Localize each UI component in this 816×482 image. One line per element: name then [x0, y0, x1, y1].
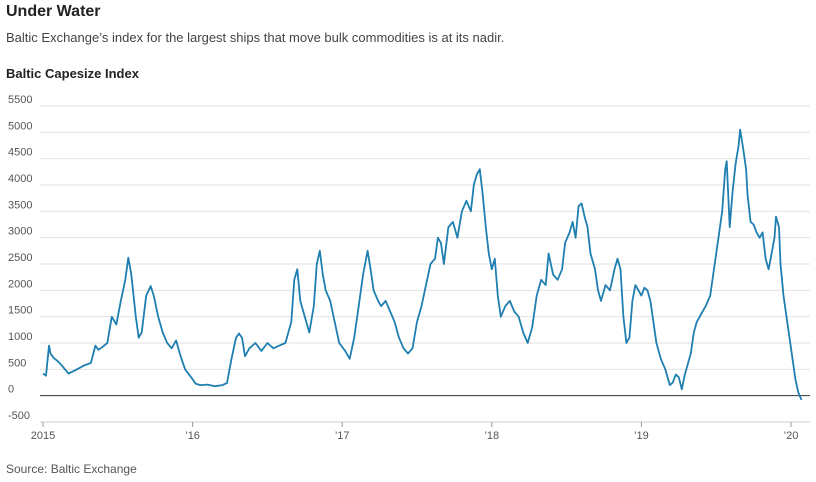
source-note: Source: Baltic Exchange	[6, 462, 137, 476]
y-tick-label: 2500	[8, 252, 32, 264]
y-axis-ticks: 5500500045004000350030002500200015001000…	[8, 94, 32, 422]
chart-series-label: Baltic Capesize Index	[6, 66, 139, 81]
y-tick-label: 4000	[8, 173, 32, 185]
x-tick-label: ’19	[634, 430, 649, 442]
x-tick-label: ’20	[784, 430, 799, 442]
chart-subtitle: Baltic Exchange’s index for the largest …	[6, 30, 505, 45]
y-tick-label: 4500	[8, 147, 32, 159]
x-tick-label: ’18	[484, 430, 499, 442]
chart-title: Under Water	[6, 3, 101, 20]
y-tick-label: 2000	[8, 278, 32, 290]
gridlines	[40, 105, 810, 423]
y-tick-label: -500	[8, 410, 30, 422]
x-tick-label: 2015	[31, 430, 55, 442]
series-line-baltic-capesize-index	[42, 128, 803, 401]
series-group	[42, 128, 803, 401]
y-tick-label: 1000	[8, 331, 32, 343]
x-tick-label: ’17	[335, 430, 350, 442]
y-tick-label: 3500	[8, 199, 32, 211]
x-tick-label: ’16	[185, 430, 200, 442]
y-tick-label: 0	[8, 384, 14, 396]
y-tick-label: 500	[8, 357, 26, 369]
x-axis-ticks: 2015 ’16 ’17 ’18 ’19 ’20	[31, 421, 810, 442]
y-tick-label: 3000	[8, 226, 32, 238]
y-tick-label: 1500	[8, 305, 32, 317]
y-tick-label: 5500	[8, 94, 32, 106]
y-tick-label: 5000	[8, 120, 32, 132]
